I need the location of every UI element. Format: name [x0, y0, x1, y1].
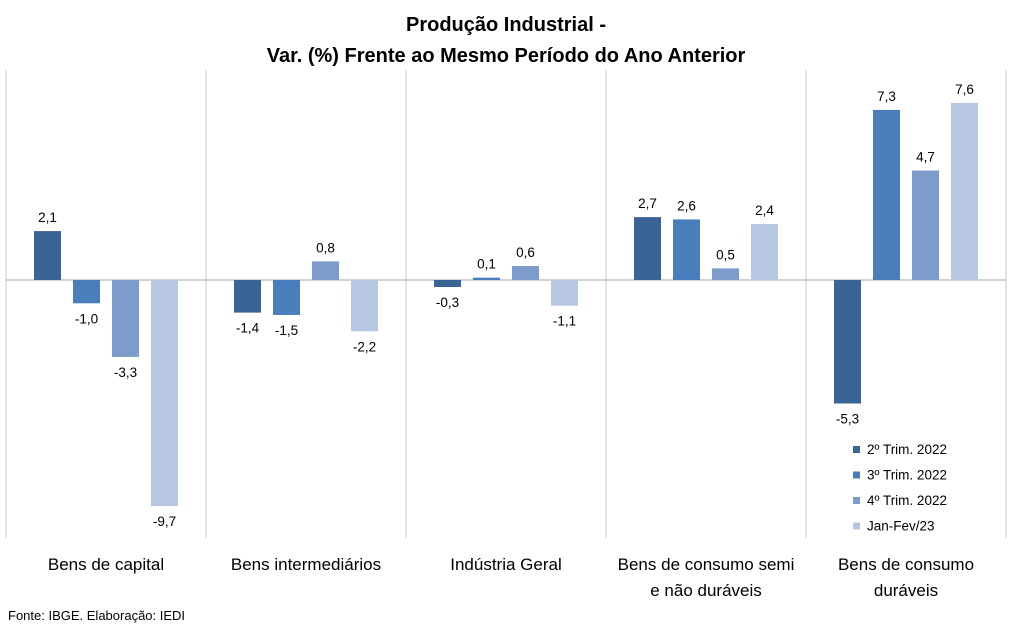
bars-group: [34, 102, 978, 507]
legend-swatch: [853, 497, 860, 504]
data-label: -1,5: [275, 323, 298, 338]
data-label: -9,7: [153, 514, 176, 529]
bar: [434, 280, 461, 287]
category-label: Bens de consumo semi: [618, 555, 795, 574]
data-label: 4,7: [916, 149, 935, 164]
data-label: 2,7: [638, 196, 657, 211]
bar: [912, 170, 939, 280]
bar: [34, 231, 61, 280]
data-label: -1,0: [75, 311, 98, 326]
legend-label: 2º Trim. 2022: [867, 442, 947, 457]
data-label: -3,3: [114, 365, 137, 380]
chart-title-line-2: Var. (%) Frente ao Mesmo Período do Ano …: [267, 45, 746, 67]
legend-label: Jan-Fev/23: [867, 519, 935, 534]
bar: [273, 280, 300, 315]
bar: [351, 280, 378, 332]
data-label: 2,4: [755, 203, 774, 218]
category-label: Bens de capital: [48, 555, 164, 574]
bar: [873, 109, 900, 280]
legend-label: 4º Trim. 2022: [867, 493, 947, 508]
data-label: 0,8: [316, 240, 335, 255]
data-label: 0,6: [516, 245, 535, 260]
bar: [112, 280, 139, 357]
source-note: Fonte: IBGE. Elaboração: IEDI: [8, 608, 185, 623]
bar: [712, 268, 739, 280]
bar: [234, 280, 261, 313]
data-label: -5,3: [836, 411, 859, 426]
legend-swatch: [853, 522, 860, 530]
category-labels-group: Bens de capital Bens intermediários Indúst…: [48, 555, 974, 600]
data-label: -0,3: [436, 295, 459, 310]
data-label: -1,4: [236, 321, 260, 336]
data-label: -1,1: [553, 314, 576, 329]
value-labels-group: 2,1 -1,0 -3,3 -9,7 -1,4 -1,5 0,8 -2,2 -0,3 0,1 0,6…: [38, 82, 974, 529]
category-label: Bens intermediários: [231, 555, 381, 574]
data-label: 0,1: [477, 257, 496, 272]
bar: [473, 277, 500, 280]
category-label: e não duráveis: [650, 581, 762, 600]
bar: [151, 280, 178, 507]
bar: [312, 261, 339, 280]
bar: [751, 224, 778, 280]
data-label: 2,1: [38, 210, 57, 225]
bar: [512, 266, 539, 280]
legend: 2º Trim. 2022 3º Trim. 2022 4º Trim. 2022 J…: [853, 442, 947, 534]
category-label: duráveis: [874, 581, 938, 600]
chart-title-line-1: Produção Industrial -: [406, 14, 606, 36]
category-label: Indústria Geral: [450, 555, 562, 574]
legend-swatch: [853, 446, 860, 453]
data-label: 0,5: [716, 247, 735, 262]
data-label: 7,6: [955, 82, 974, 97]
data-label: 2,6: [677, 198, 696, 213]
data-label: 7,3: [877, 89, 896, 104]
bar: [73, 280, 100, 304]
data-label: -2,2: [353, 339, 376, 354]
category-label: Bens de consumo: [838, 555, 974, 574]
bar: [673, 219, 700, 280]
bar: [551, 280, 578, 306]
bar: [951, 102, 978, 280]
legend-label: 3º Trim. 2022: [867, 468, 947, 483]
bar: [634, 217, 661, 280]
bar: [834, 280, 861, 404]
legend-swatch: [853, 471, 860, 479]
